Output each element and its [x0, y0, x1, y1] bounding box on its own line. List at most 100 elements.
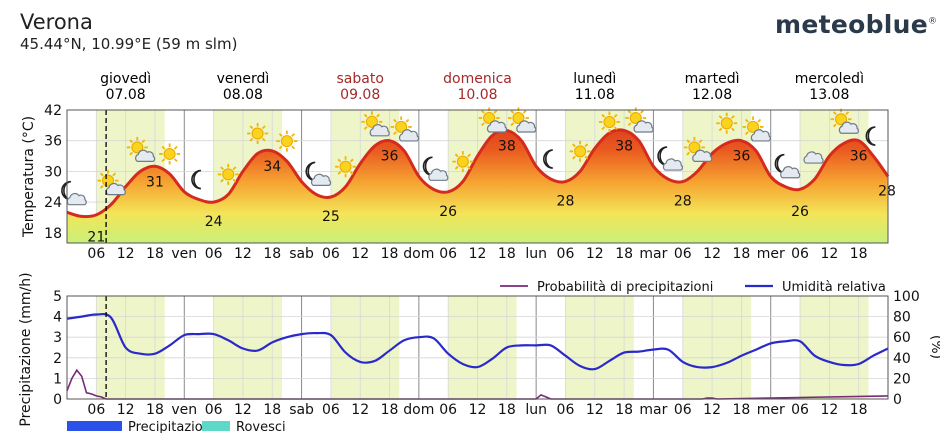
sun-disc [512, 112, 525, 124]
percent-axis-title: (%) [928, 335, 940, 359]
sun-disc [101, 174, 114, 187]
sun-ray [249, 137, 254, 142]
sun-ray [744, 131, 749, 135]
x-tick-label: 06 [557, 402, 575, 418]
x-tick-label: ven [171, 246, 197, 262]
sun-ray [161, 158, 166, 163]
x-tick-label: 06 [557, 246, 575, 262]
sun-ray [249, 125, 254, 130]
x-tick-label: mar [639, 402, 667, 418]
x-tick-label: 12 [703, 402, 721, 418]
temperature-min-label: 28 [557, 194, 575, 210]
cloud-shape [750, 129, 771, 142]
x-tick-label: 18 [850, 246, 868, 262]
temperature-max-label: 38 [498, 138, 516, 154]
moon-icon [865, 126, 876, 146]
x-tick-label: 18 [615, 246, 633, 262]
x-tick-label: 18 [850, 402, 868, 418]
day-date-label: 09.08 [340, 87, 380, 103]
x-tick-label: 12 [586, 246, 604, 262]
day-name-label: venerdì [217, 71, 270, 87]
x-tick-label: dom [403, 246, 434, 262]
x-tick-label: 18 [732, 246, 750, 262]
moon-cloud-icon [774, 153, 801, 179]
x-tick-label: 12 [469, 246, 487, 262]
daylight-band [213, 296, 283, 399]
sun-ray [572, 143, 576, 148]
sun-ray [454, 153, 459, 158]
sun-disc [395, 120, 408, 133]
day-date-label: 07.08 [106, 87, 146, 103]
sun-cloud-icon [97, 170, 126, 196]
x-tick-label: dom [403, 402, 434, 418]
cloud-shape [838, 121, 859, 134]
sun-icon [217, 163, 239, 185]
y-tick-label: 1 [53, 371, 62, 387]
x-tick-label: 06 [674, 402, 692, 418]
sun-cloud-icon [478, 107, 508, 133]
moon-cloud-icon [422, 156, 449, 181]
sun-ray [627, 109, 632, 114]
sun-cloud-icon [683, 136, 713, 162]
x-tick-label: 12 [351, 246, 369, 262]
day-name-label: sabato [337, 71, 384, 87]
y-tick-label: 4 [53, 310, 62, 326]
sun-icon [276, 130, 298, 152]
brand-logo[interactable]: meteoblue® [775, 10, 937, 39]
day-date-label: 10.08 [457, 87, 497, 103]
brand-mark: ® [928, 16, 938, 27]
moon-cloud-icon [61, 180, 87, 206]
sun-disc [720, 117, 733, 130]
y2-tick-label: 40 [893, 351, 911, 367]
sun-ray [349, 158, 354, 163]
legend-label-humidity: Umidità relativa [782, 280, 886, 295]
moon-shape [543, 149, 553, 169]
sun-ray [584, 155, 589, 160]
sun-ray [572, 155, 576, 160]
temperature-max-label: 36 [381, 149, 399, 165]
temperature-frame [66, 109, 889, 244]
moon-shape [191, 169, 202, 190]
sun-ray [601, 126, 606, 131]
x-tick-label: 06 [322, 402, 340, 418]
sun-ray [363, 113, 368, 118]
sun-ray [601, 113, 606, 118]
humidity-line [66, 312, 889, 371]
sun-ray [698, 139, 703, 144]
sun-ray [627, 122, 632, 127]
temperature-max-label: 31 [146, 174, 164, 190]
temperature-min-label: 21 [87, 229, 105, 245]
cloud-shape [105, 182, 126, 196]
temperature-line [66, 128, 890, 219]
daylight-band [800, 296, 869, 399]
location-title: Verona [20, 10, 93, 34]
day-date-label: 12.08 [692, 87, 732, 103]
sun-cloud-icon [742, 116, 771, 142]
x-tick-label: 18 [498, 246, 516, 262]
x-tick-label: 12 [820, 402, 838, 418]
sun-ray [686, 139, 691, 144]
sun-ray [832, 123, 837, 128]
x-tick-label: 06 [439, 402, 457, 418]
y-tick-label: 30 [44, 164, 62, 180]
sun-ray [173, 145, 178, 150]
sun-ray [141, 139, 146, 144]
sun-ray [640, 109, 644, 114]
cloud-shape [398, 129, 420, 142]
cloud-shape [780, 166, 801, 179]
cloud-shape [516, 120, 537, 133]
x-tick-label: 12 [469, 402, 487, 418]
sun-ray [493, 109, 498, 114]
x-tick-label: 06 [674, 246, 692, 262]
moon-icon [191, 169, 202, 190]
moon-shape [865, 126, 876, 146]
sun-ray [613, 126, 618, 131]
y2-tick-label: 20 [893, 371, 911, 387]
cloud-shape [369, 124, 390, 137]
sun-cloud-icon [361, 111, 390, 137]
legends: Probabilità di precipitazioni Umidità rel… [67, 280, 886, 433]
location-coordinates: 45.44°N, 10.99°E (59 m slm) [20, 35, 238, 53]
x-tick-label: 18 [146, 246, 164, 262]
moon-icon [543, 149, 553, 169]
sun-ray [731, 127, 735, 132]
